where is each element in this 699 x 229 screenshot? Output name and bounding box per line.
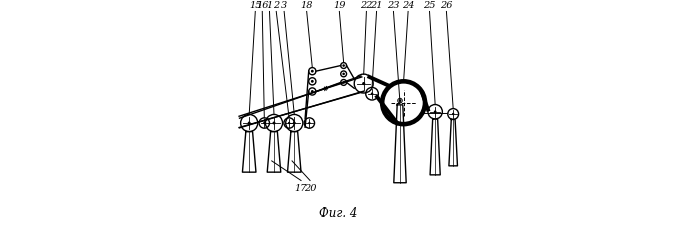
Circle shape (273, 123, 275, 124)
Text: 21: 21 (370, 1, 383, 10)
Text: 3: 3 (281, 1, 287, 10)
Text: 18: 18 (301, 1, 313, 10)
Circle shape (248, 123, 250, 124)
Circle shape (343, 74, 344, 75)
Circle shape (453, 114, 454, 115)
Text: 22: 22 (360, 1, 373, 10)
Text: 19: 19 (333, 1, 345, 10)
Circle shape (309, 123, 310, 124)
Circle shape (371, 94, 373, 95)
Text: 23: 23 (387, 1, 400, 10)
Circle shape (343, 66, 344, 67)
Circle shape (399, 101, 401, 102)
Text: 1: 1 (266, 1, 273, 10)
Circle shape (312, 91, 313, 93)
Circle shape (312, 71, 313, 73)
Circle shape (343, 82, 344, 84)
Text: 17: 17 (295, 183, 308, 192)
Circle shape (312, 81, 313, 83)
Text: 16: 16 (256, 1, 268, 10)
Text: 26: 26 (440, 1, 453, 10)
Circle shape (363, 83, 365, 85)
Circle shape (264, 123, 265, 124)
Text: 2: 2 (273, 1, 280, 10)
Circle shape (294, 123, 295, 124)
Text: 25: 25 (424, 1, 435, 10)
Text: 20: 20 (304, 183, 317, 192)
Text: 15: 15 (249, 1, 261, 10)
Text: Фиг. 4: Фиг. 4 (319, 206, 357, 219)
Text: 24: 24 (402, 1, 415, 10)
